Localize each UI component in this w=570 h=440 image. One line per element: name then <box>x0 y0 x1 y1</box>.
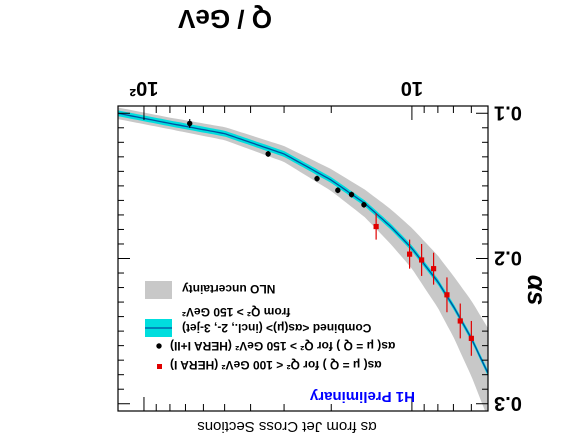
x-tick-label: 10² <box>129 77 158 99</box>
hera1-point <box>444 292 450 298</box>
hera1-point <box>373 223 379 230</box>
y-tick-label: 0.1 <box>494 101 522 123</box>
h1-preliminary-tag: H1 Preliminary <box>309 388 415 405</box>
hera12-point <box>265 151 271 157</box>
legend-combined-label: Combined <αs(μ)> (incl., 2-, 3-jet) <box>182 321 371 335</box>
x-axis-label: Q / GeV <box>177 4 272 34</box>
hera1-point <box>468 335 474 341</box>
x-tick-label: 10 <box>401 77 423 99</box>
legend-nlo-label: NLO uncertainty <box>182 282 276 296</box>
hera1-point <box>430 266 437 272</box>
hera12-point <box>348 191 355 198</box>
y-axis-label: αs <box>522 275 552 306</box>
combined-alphas-line <box>118 112 488 374</box>
hera12-point <box>187 120 193 127</box>
legend-nlo-band <box>145 281 172 299</box>
hera1-point <box>407 251 413 257</box>
hera1-point <box>457 318 463 324</box>
hera12-point <box>314 175 320 182</box>
curve-group <box>118 107 488 411</box>
legend-combined-label-2: from Q² > 150 GeV² <box>182 305 290 319</box>
legend: H1 Preliminary αs( μ = Q ) for Q² < 100 … <box>145 281 415 405</box>
hera12-point <box>335 187 341 193</box>
legend-hera1-label: αs( μ = Q ) for Q² < 100 GeV² (HERA I) <box>170 358 382 372</box>
chart-title: αs from Jet Cross Sections <box>197 418 377 435</box>
hera1-point <box>419 257 425 263</box>
hera12-point <box>361 202 367 208</box>
y-tick-label: 0.2 <box>494 247 522 269</box>
plot-area: 0.1 0.2 0.3 10 10² <box>117 77 522 414</box>
legend-hera12-label: αs( μ = Q ) for Q² > 150 GeV² (HERA I+II… <box>170 339 395 353</box>
combined-alphas-band <box>118 110 488 377</box>
nlo-uncertainty-band <box>118 107 488 411</box>
legend-hera1-marker <box>157 364 162 369</box>
legend-hera12-marker <box>156 343 162 349</box>
y-tick-label: 0.3 <box>494 392 522 414</box>
